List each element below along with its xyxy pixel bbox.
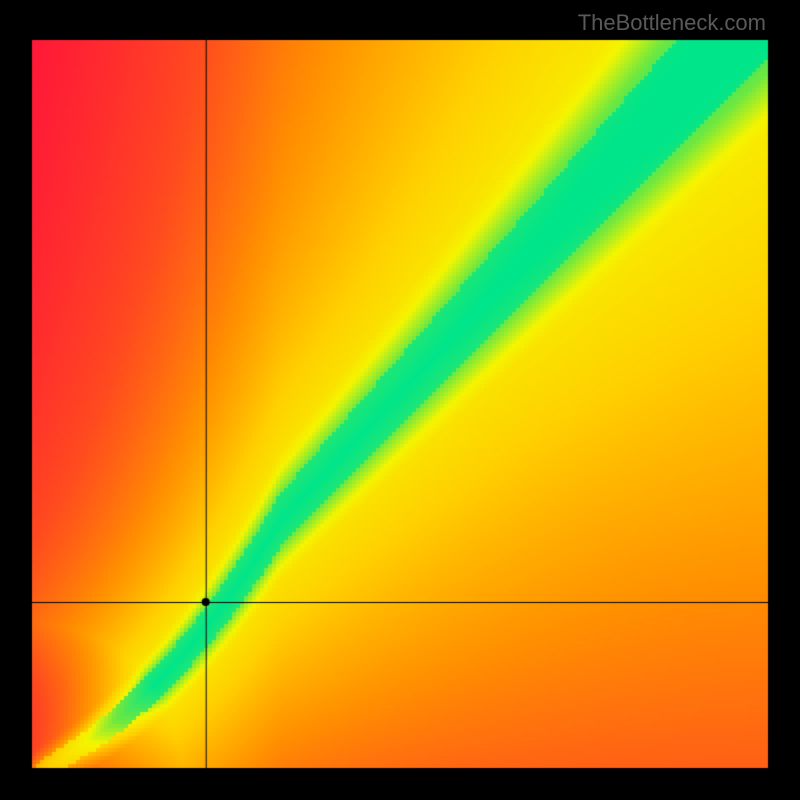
watermark-text: TheBottleneck.com xyxy=(578,10,766,36)
bottleneck-heatmap xyxy=(0,0,800,800)
chart-container: TheBottleneck.com xyxy=(0,0,800,800)
